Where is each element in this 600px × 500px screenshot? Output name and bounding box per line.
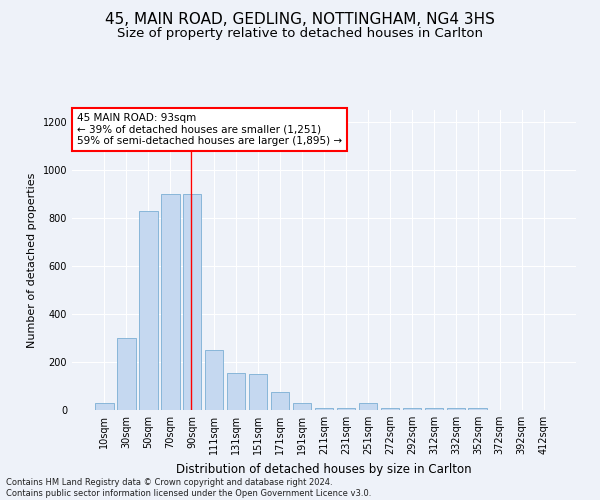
Bar (359, 404, 377, 410)
Bar (314, 408, 334, 410)
Text: 45 MAIN ROAD: 93sqm
← 39% of detached houses are smaller (1,251)
59% of semi-det: 45 MAIN ROAD: 93sqm ← 39% of detached ho… (77, 113, 342, 146)
Bar (337, 408, 355, 410)
Bar (249, 374, 268, 410)
Bar (271, 392, 289, 410)
Text: Contains HM Land Registry data © Crown copyright and database right 2024.
Contai: Contains HM Land Registry data © Crown c… (6, 478, 371, 498)
Bar (446, 408, 465, 410)
Bar (161, 194, 179, 410)
Bar (469, 408, 487, 410)
Bar (293, 404, 311, 410)
X-axis label: Distribution of detached houses by size in Carlton: Distribution of detached houses by size … (176, 462, 472, 475)
Bar (95, 404, 113, 410)
Bar (380, 408, 399, 410)
Bar (227, 373, 245, 410)
Text: Size of property relative to detached houses in Carlton: Size of property relative to detached ho… (117, 28, 483, 40)
Text: 45, MAIN ROAD, GEDLING, NOTTINGHAM, NG4 3HS: 45, MAIN ROAD, GEDLING, NOTTINGHAM, NG4 … (105, 12, 495, 28)
Bar (183, 194, 202, 410)
Y-axis label: Number of detached properties: Number of detached properties (27, 172, 37, 348)
Bar (403, 408, 421, 410)
Bar (117, 338, 136, 410)
Bar (425, 408, 443, 410)
Bar (205, 350, 223, 410)
Bar (139, 211, 158, 410)
